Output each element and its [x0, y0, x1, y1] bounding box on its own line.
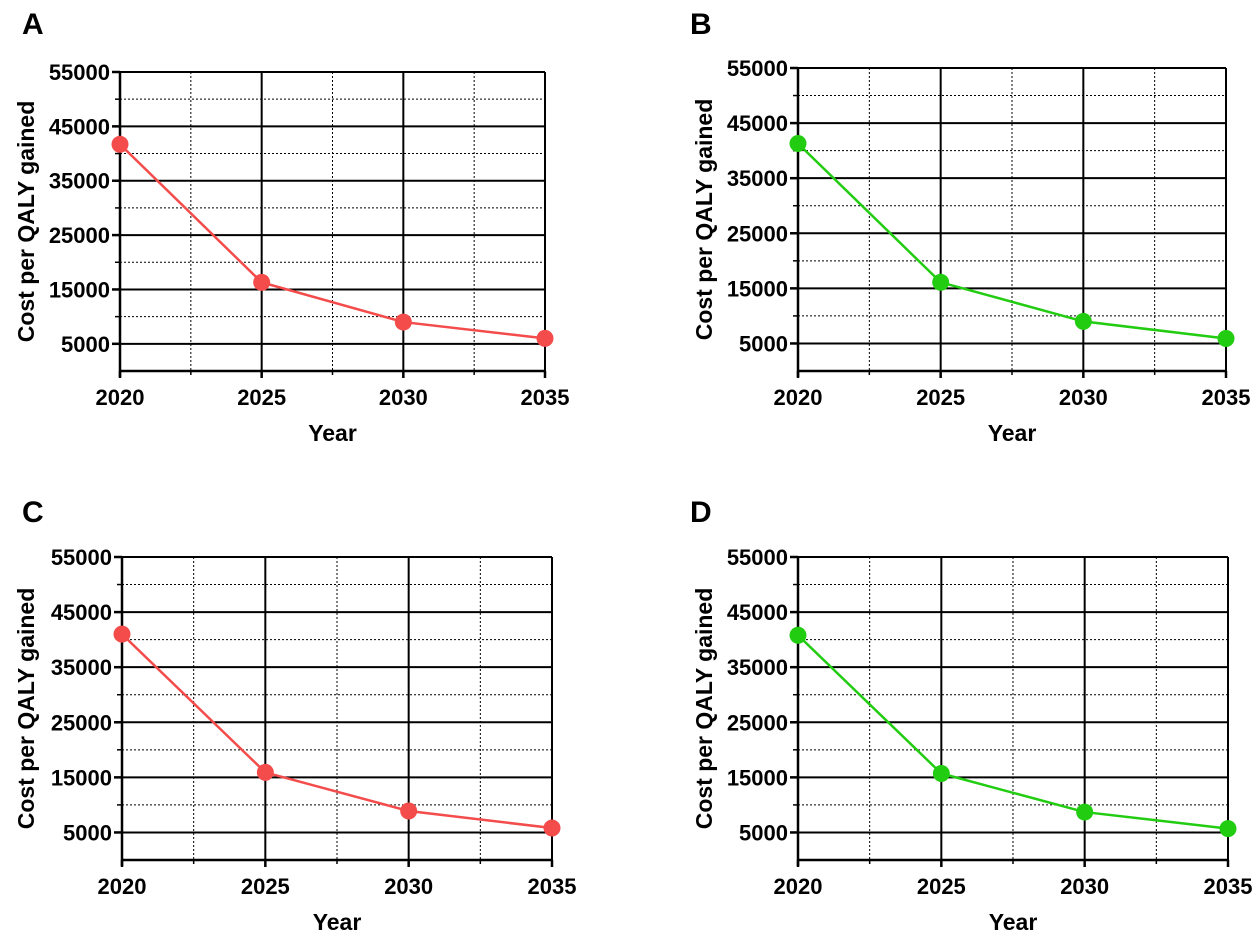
data-point-2035 — [543, 819, 561, 837]
x-axis-title: Year — [313, 909, 362, 934]
y-tick-label: 5000 — [739, 820, 788, 845]
data-point-2030 — [1074, 312, 1092, 330]
panel-letter: B — [690, 8, 712, 41]
x-tick-label: 2020 — [774, 874, 823, 899]
y-axis-title: Cost per QALY gained — [691, 588, 717, 830]
chart-panel-c: C 5000 15000 25000 35000 45000 55000 2020 2025 20… — [13, 496, 576, 934]
x-tick-label: 2035 — [1204, 874, 1253, 899]
x-tick-label: 2030 — [1060, 874, 1109, 899]
x-tick-label: 2025 — [916, 385, 965, 410]
y-tick-label: 45000 — [727, 111, 788, 136]
y-tick-label: 5000 — [63, 820, 112, 845]
data-point-2030 — [400, 802, 418, 820]
y-axis-title: Cost per QALY gained — [13, 101, 39, 343]
data-point-2030 — [1076, 803, 1094, 821]
y-tick-label: 5000 — [61, 332, 110, 357]
series-line — [797, 634, 1229, 830]
y-tick-label: 15000 — [49, 277, 110, 302]
data-point-2020 — [789, 626, 807, 644]
x-axis-title: Year — [988, 420, 1037, 446]
x-tick-label: 2030 — [1059, 385, 1108, 410]
y-tick-label: 15000 — [727, 276, 788, 301]
x-tick-label: 2025 — [917, 874, 966, 899]
chart-panel-d: D 5000 15000 25000 35000 45000 55000 2020 2025 20… — [690, 496, 1252, 934]
panel-letter: A — [22, 8, 44, 41]
y-tick-label: 15000 — [51, 765, 112, 790]
x-axis-title: Year — [989, 909, 1038, 934]
data-point-2035 — [1219, 820, 1237, 838]
y-tick-label: 45000 — [49, 114, 110, 139]
y-axis-title: Cost per QALY gained — [13, 588, 39, 830]
y-tick-label: 45000 — [727, 600, 788, 625]
y-tick-label: 25000 — [51, 710, 112, 735]
y-tick-label: 55000 — [51, 545, 112, 570]
y-tick-label: 35000 — [49, 169, 110, 194]
panel-letter: C — [22, 496, 44, 529]
data-point-2035 — [1217, 329, 1235, 347]
y-tick-label: 35000 — [727, 655, 788, 680]
y-tick-label: 35000 — [727, 166, 788, 191]
x-axis-title: Year — [308, 420, 357, 446]
data-point-2025 — [253, 273, 271, 291]
x-tick-label: 2020 — [96, 385, 145, 410]
x-tick-label: 2030 — [379, 385, 428, 410]
x-tick-label: 2025 — [241, 874, 290, 899]
data-point-2035 — [536, 329, 554, 347]
x-tick-label: 2035 — [1202, 385, 1251, 410]
data-point-2020 — [113, 625, 131, 643]
y-tick-label: 25000 — [727, 710, 788, 735]
series-line — [797, 142, 1227, 340]
data-point-2020 — [789, 134, 807, 152]
x-tick-label: 2025 — [237, 385, 286, 410]
y-tick-label: 45000 — [51, 600, 112, 625]
data-point-2025 — [256, 763, 274, 781]
y-tick-label: 55000 — [49, 60, 110, 85]
series-line — [121, 633, 553, 830]
series-line — [119, 143, 546, 340]
y-tick-label: 15000 — [727, 765, 788, 790]
data-point-2030 — [394, 313, 412, 331]
y-tick-label: 25000 — [727, 221, 788, 246]
y-tick-label: 35000 — [51, 655, 112, 680]
x-tick-label: 2035 — [521, 385, 570, 410]
y-axis-title: Cost per QALY gained — [691, 99, 717, 341]
panel-letter: D — [690, 496, 712, 529]
data-point-2025 — [932, 273, 950, 291]
chart-panel-a: A 5000 15000 25000 35000 45000 55000 2020 2025 20… — [13, 8, 569, 446]
y-tick-label: 5000 — [739, 331, 788, 356]
y-tick-label: 25000 — [49, 223, 110, 248]
chart-panel-b: B 5000 15000 25000 35000 45000 55000 2020 2025 20… — [690, 8, 1250, 446]
x-tick-label: 2035 — [528, 874, 577, 899]
y-tick-label: 55000 — [727, 56, 788, 81]
x-tick-label: 2020 — [98, 874, 147, 899]
y-tick-label: 55000 — [727, 545, 788, 570]
x-tick-label: 2030 — [384, 874, 433, 899]
data-point-2020 — [111, 135, 129, 153]
x-tick-label: 2020 — [774, 385, 823, 410]
data-point-2025 — [932, 765, 950, 783]
